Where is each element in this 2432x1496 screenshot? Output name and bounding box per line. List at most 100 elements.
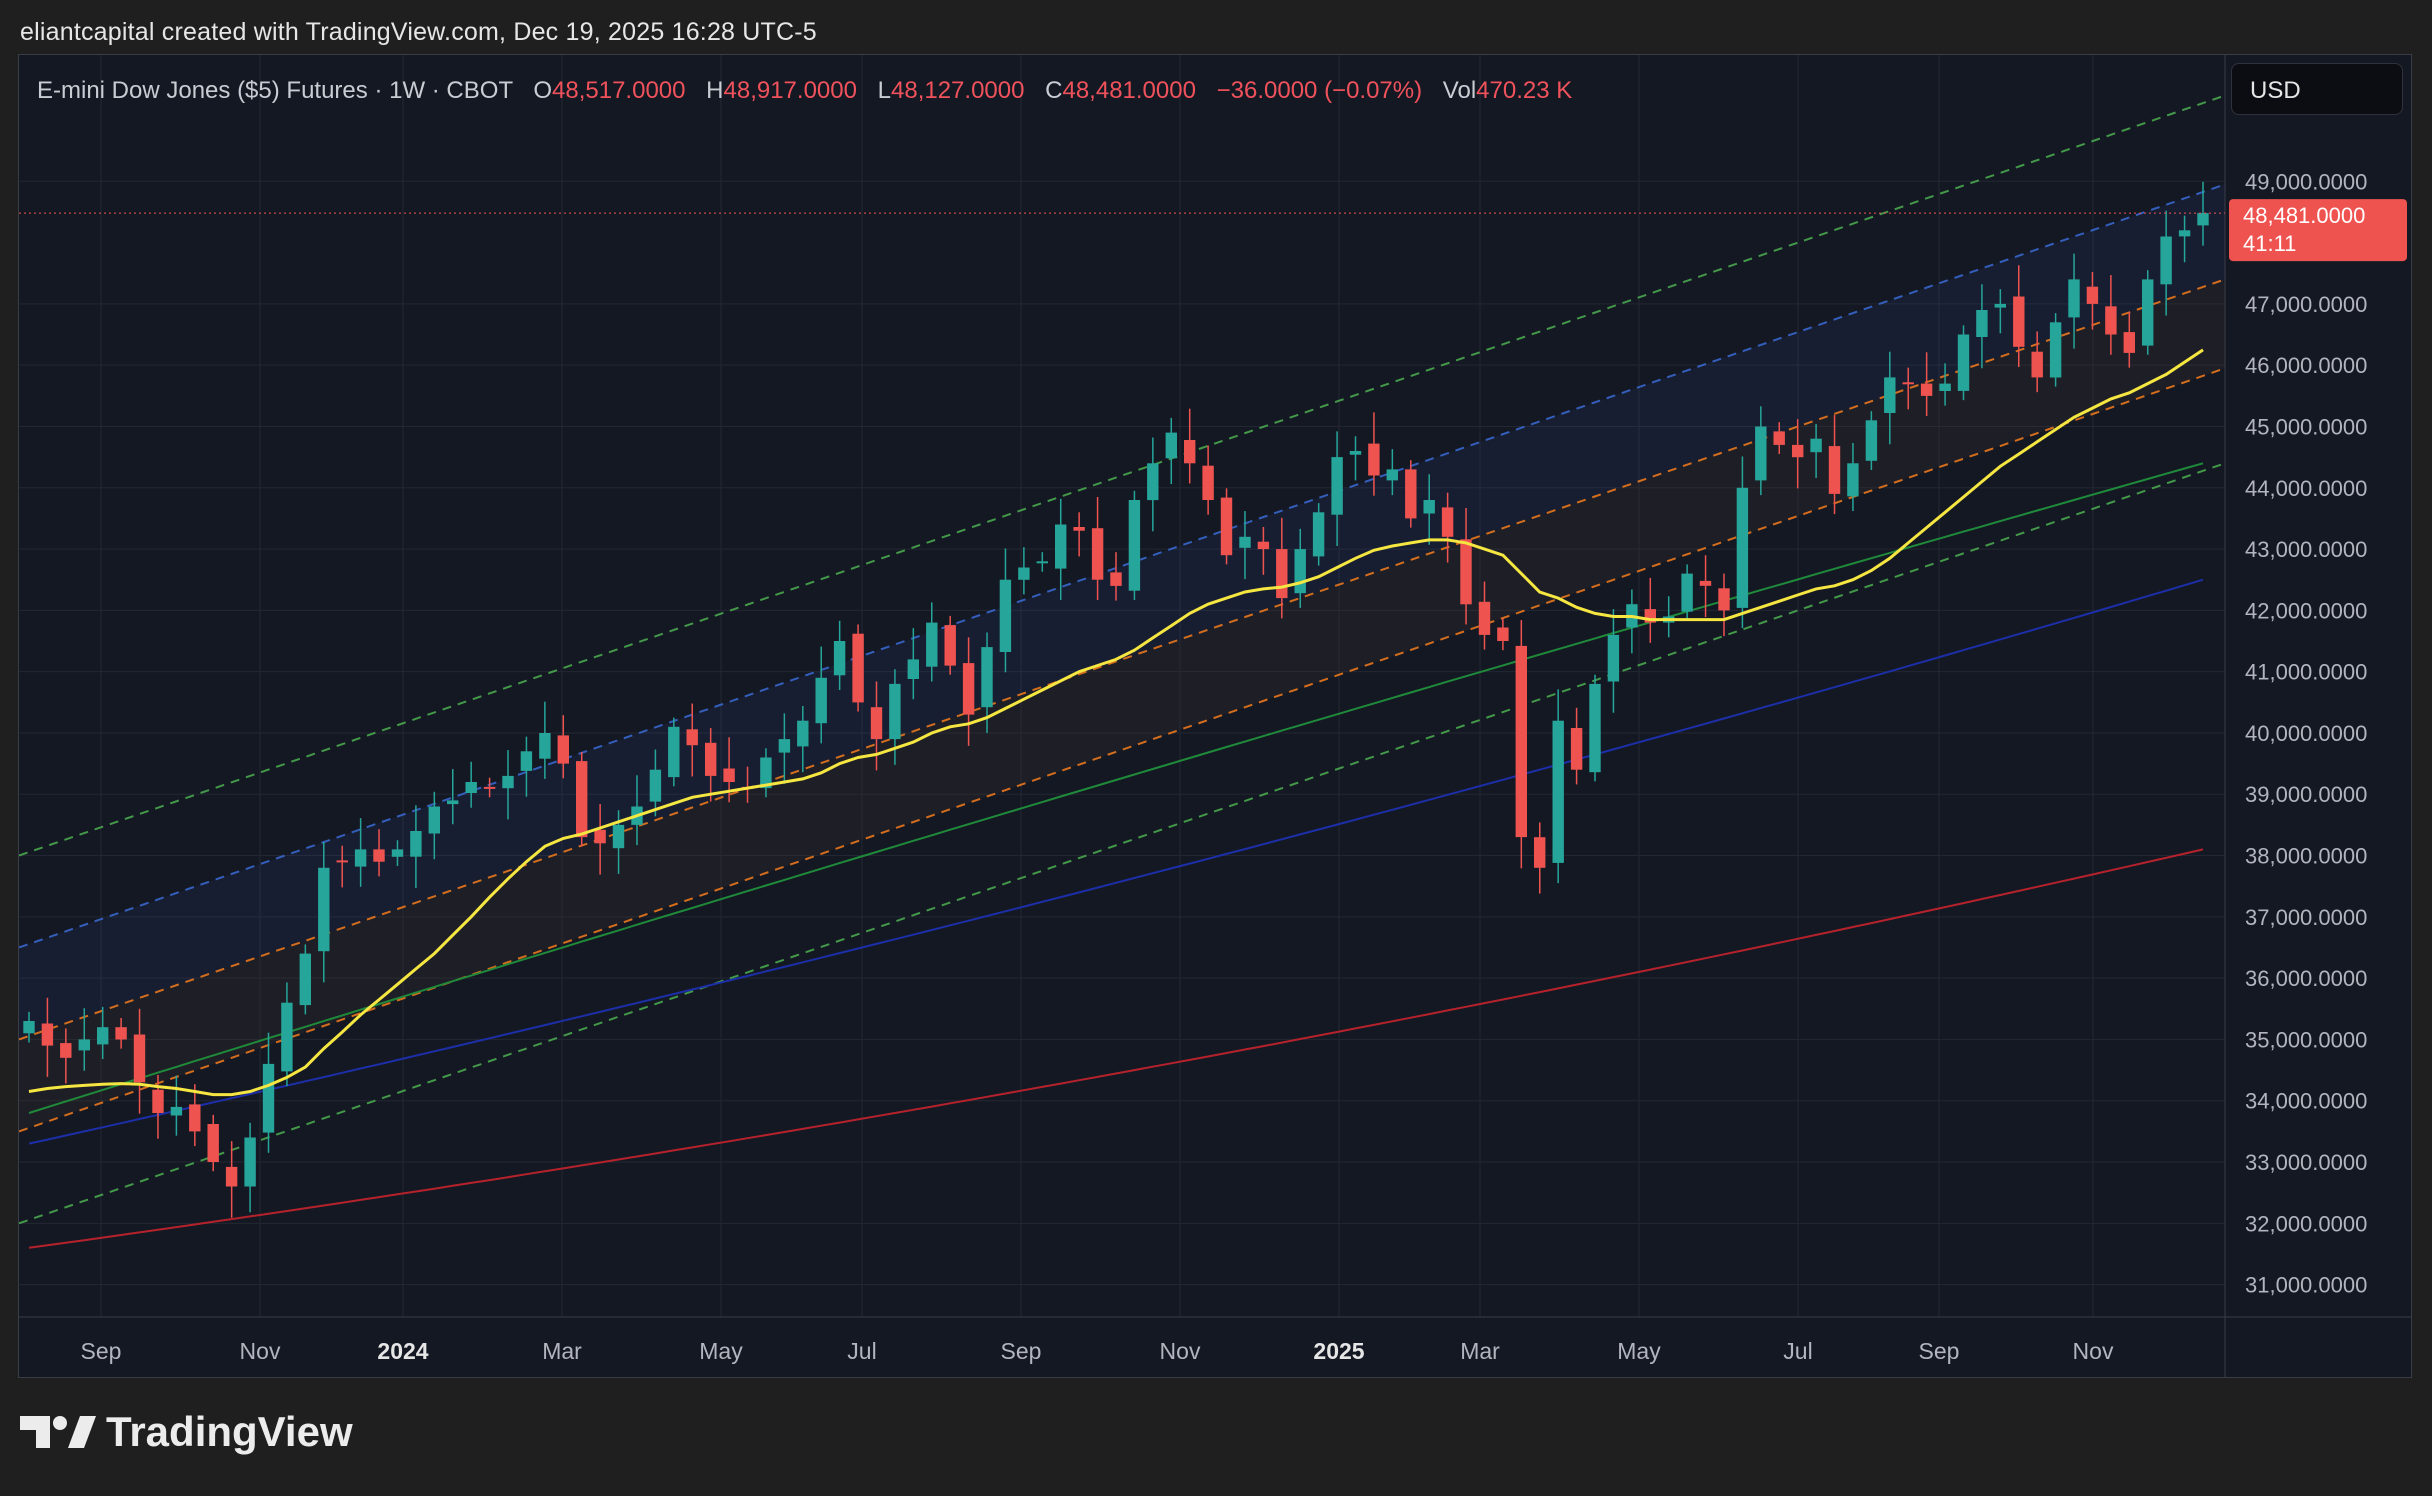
candle-down xyxy=(870,707,883,740)
x-tick-label: Sep xyxy=(1919,1338,1960,1364)
candle-down xyxy=(1902,382,1914,385)
y-tick-label: 44,000.0000 xyxy=(2245,476,2367,501)
x-tick-label: Mar xyxy=(542,1338,582,1364)
bar-countdown-label: 41:11 xyxy=(2243,231,2296,256)
candle-up xyxy=(668,726,680,778)
candle-up xyxy=(1939,383,1951,391)
candle-up xyxy=(318,867,330,952)
y-tick-label: 49,000.0000 xyxy=(2245,169,2367,194)
candle-down xyxy=(1073,527,1085,531)
candle-down xyxy=(1699,580,1712,586)
candle-down xyxy=(962,663,975,715)
candle-up xyxy=(1589,683,1601,773)
candle-down xyxy=(2105,306,2117,335)
y-tick-label: 46,000.0000 xyxy=(2245,353,2367,378)
y-tick-label: 31,000.0000 xyxy=(2245,1273,2367,1298)
symbol-label[interactable]: E-mini Dow Jones ($5) Futures · 1W · CBO… xyxy=(37,77,513,104)
candle-up xyxy=(1423,500,1435,514)
candle-down xyxy=(2123,332,2135,353)
candle-up xyxy=(2178,230,2191,237)
candle-up xyxy=(649,769,662,802)
candle-up xyxy=(78,1039,90,1051)
y-tick-label: 41,000.0000 xyxy=(2245,660,2367,685)
candle-up xyxy=(612,824,625,849)
candle-down xyxy=(1478,601,1491,635)
channel-lower-outer-line xyxy=(19,462,2226,1225)
volume-value: 470.23 K xyxy=(1476,77,1573,104)
chart-frame[interactable]: 49,000.0000 47,000.0000 46,000.0000 45,000.… xyxy=(18,54,2412,1378)
candle-up xyxy=(428,806,440,834)
y-tick-label: 33,000.0000 xyxy=(2245,1150,2367,1175)
candle-down xyxy=(133,1034,146,1083)
candle-up xyxy=(1957,334,1970,391)
candle-up xyxy=(354,849,367,867)
candle-down xyxy=(225,1166,238,1187)
candle-up xyxy=(1165,432,1177,459)
x-tick-label: 2025 xyxy=(1313,1338,1364,1364)
candle-up xyxy=(760,757,772,789)
candle-down xyxy=(483,786,496,789)
candle-down xyxy=(1534,837,1546,868)
candle-down xyxy=(705,742,717,776)
candle-up xyxy=(244,1137,256,1187)
candle-down xyxy=(1110,572,1122,586)
tradingview-logo-icon xyxy=(20,1416,96,1448)
candle-up xyxy=(1128,500,1141,591)
candle-down xyxy=(1405,469,1417,519)
high-label: H xyxy=(706,77,724,104)
candle-up xyxy=(778,739,791,753)
candle-down xyxy=(1368,443,1380,476)
candle-up xyxy=(1681,573,1693,612)
volume-label: Vol xyxy=(1442,77,1477,104)
candle-down xyxy=(152,1089,164,1113)
candle-down xyxy=(41,1023,54,1046)
candle-down xyxy=(2031,351,2043,378)
candle-up xyxy=(2142,279,2154,346)
candle-down xyxy=(1570,728,1583,770)
y-tick-label: 39,000.0000 xyxy=(2245,782,2367,807)
candle-down xyxy=(723,768,735,782)
x-tick-label: Nov xyxy=(2073,1338,2114,1364)
price-chart[interactable]: 49,000.0000 47,000.0000 46,000.0000 45,000.… xyxy=(19,55,2411,1377)
candle-down xyxy=(60,1043,72,1058)
tradingview-logo: TradingView xyxy=(20,1408,353,1456)
candle-up xyxy=(539,733,551,759)
y-tick-label: 42,000.0000 xyxy=(2245,598,2367,623)
y-tick-label: 38,000.0000 xyxy=(2245,844,2367,869)
candle-up xyxy=(833,641,846,676)
candle-up xyxy=(23,1021,35,1034)
y-tick-label: 47,000.0000 xyxy=(2245,292,2367,317)
candle-down xyxy=(115,1027,127,1040)
candle-up xyxy=(1810,438,1822,453)
candle-down xyxy=(944,625,956,666)
ema20-line xyxy=(28,348,2204,1097)
candle-down xyxy=(373,849,385,862)
low-label: L xyxy=(877,77,891,104)
candle-down xyxy=(1718,588,1730,611)
candle-up xyxy=(410,831,422,857)
x-tick-label: Nov xyxy=(240,1338,281,1364)
candle-up xyxy=(1736,487,1749,608)
candle-down xyxy=(336,860,348,863)
low-value: 48,127.0000 xyxy=(891,77,1025,104)
candle-up xyxy=(1018,567,1030,580)
close-value: 48,481.0000 xyxy=(1062,77,1196,104)
last-price-badge[interactable] xyxy=(2229,199,2407,262)
candle-down xyxy=(207,1124,219,1162)
high-value: 48,917.0000 xyxy=(723,77,857,104)
candle-up xyxy=(907,659,919,679)
candle-up xyxy=(797,720,809,747)
close-label: C xyxy=(1045,77,1063,104)
ma200-line xyxy=(28,848,2204,1249)
candle-down xyxy=(1257,541,1270,550)
currency-button[interactable]: USD xyxy=(2231,63,2403,115)
candle-up xyxy=(1294,549,1306,594)
y-tick-label: 37,000.0000 xyxy=(2245,905,2367,930)
candle-up xyxy=(391,849,404,857)
candle-up xyxy=(2049,322,2062,378)
candle-down xyxy=(1497,627,1509,641)
candle-up xyxy=(1755,426,1767,481)
candle-down xyxy=(1644,609,1656,623)
candle-up xyxy=(1331,457,1343,515)
candle-down xyxy=(1220,497,1233,556)
